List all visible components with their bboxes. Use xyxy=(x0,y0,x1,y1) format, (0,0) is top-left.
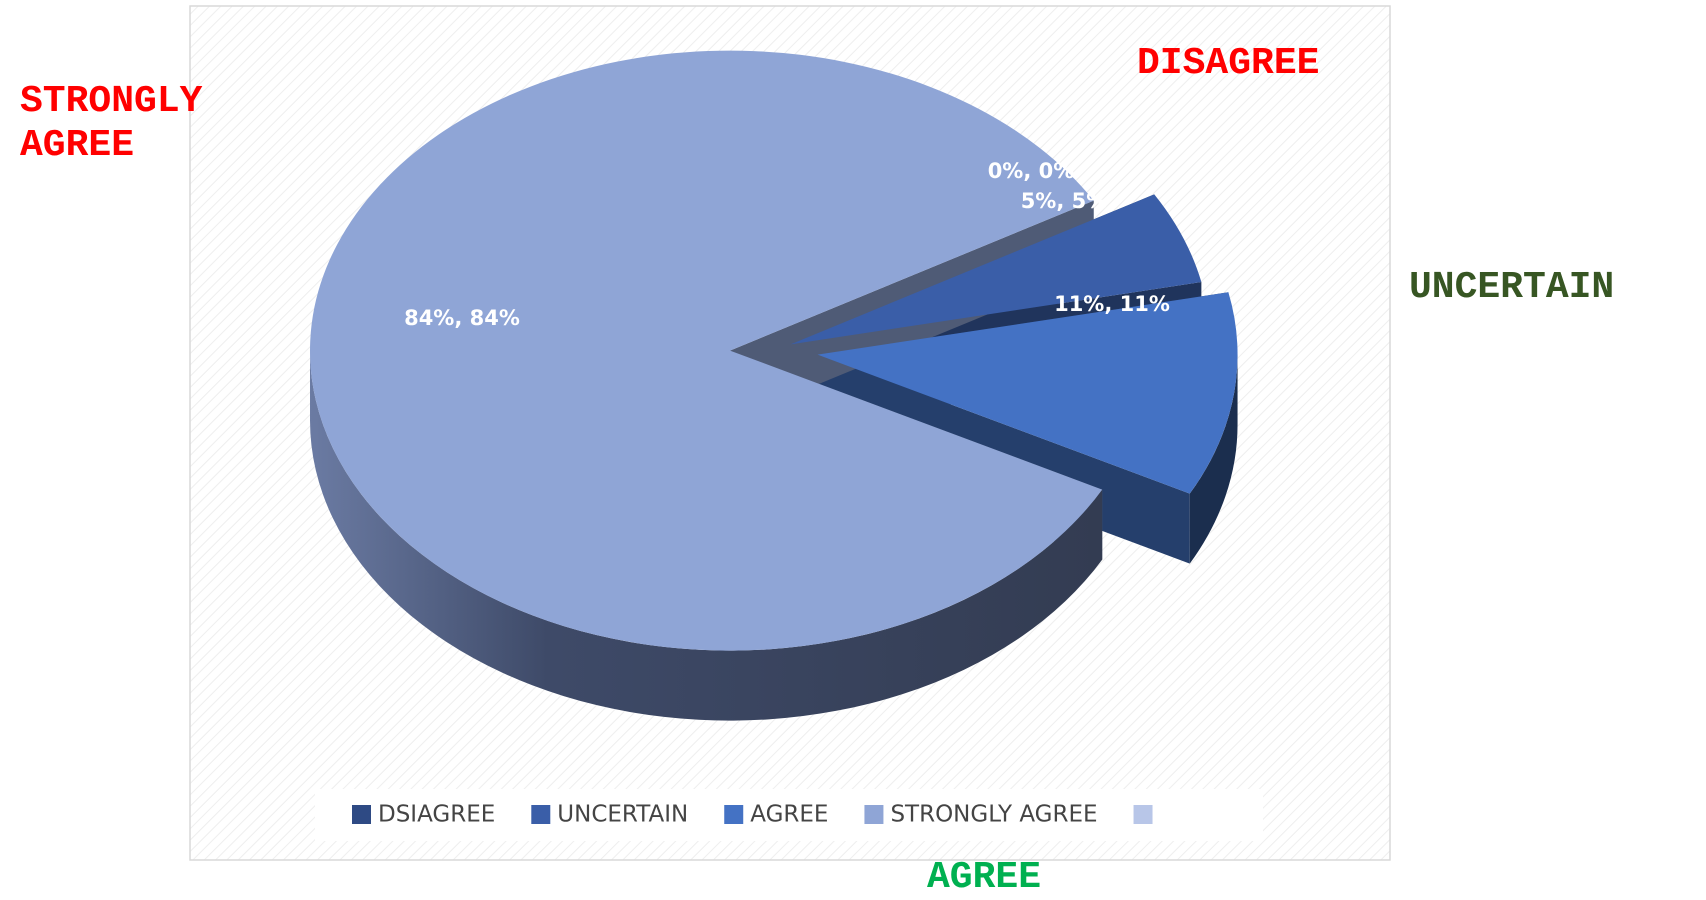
legend-label: UNCERTAIN xyxy=(557,802,688,828)
legend-label: AGREE xyxy=(750,802,828,828)
slice xyxy=(310,50,1103,651)
annotation: UNCERTAIN xyxy=(1409,266,1615,309)
legend-swatch xyxy=(531,805,551,824)
legend-label: DSIAGREE xyxy=(378,802,495,828)
legend-swatch xyxy=(352,805,371,824)
data-label: 84%, 84% xyxy=(404,306,520,330)
legend-box xyxy=(315,789,1263,841)
data-label: 5%, 5% xyxy=(1021,189,1108,213)
legend-swatch xyxy=(864,805,884,824)
annotation: DISAGREE xyxy=(1137,42,1320,85)
data-label: 11%, 11% xyxy=(1054,292,1170,316)
annotation: AGREE xyxy=(927,856,1042,899)
data-label: 0%, 0% xyxy=(988,159,1075,183)
slice-side xyxy=(310,350,1103,721)
legend-swatch xyxy=(724,805,744,824)
annotation: STRONGLY AGREE xyxy=(20,80,203,167)
legend-label: STRONGLY AGREE xyxy=(890,802,1097,828)
slice xyxy=(790,194,1202,345)
slice xyxy=(817,292,1238,494)
slice-side xyxy=(1189,354,1238,564)
legend-swatch xyxy=(1133,805,1153,824)
